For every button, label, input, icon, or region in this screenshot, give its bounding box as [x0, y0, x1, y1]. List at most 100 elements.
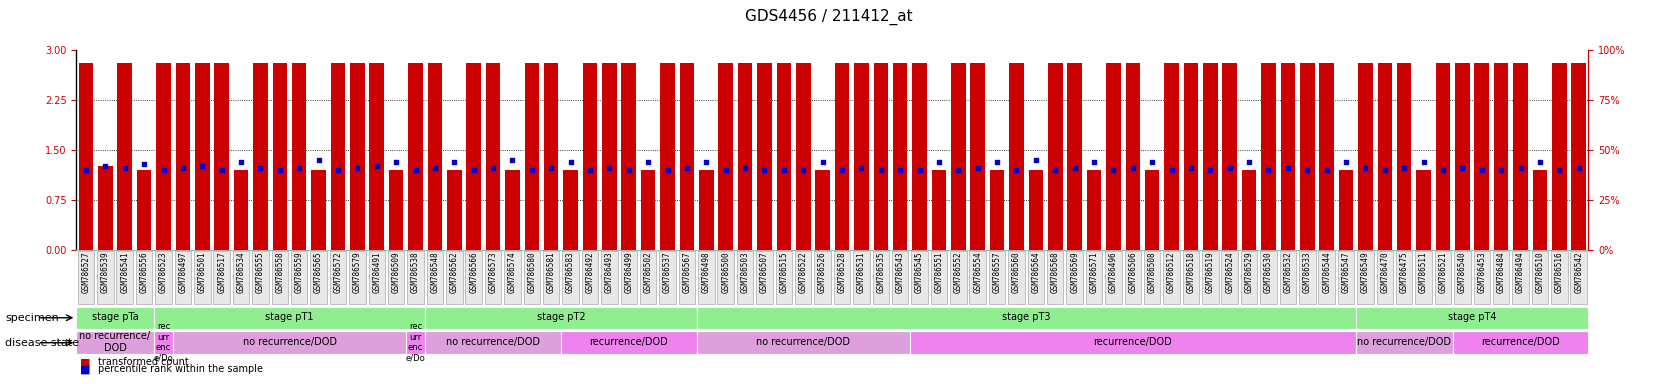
Text: GSM786541: GSM786541 — [121, 251, 129, 293]
FancyBboxPatch shape — [1046, 251, 1062, 304]
Bar — [1067, 63, 1082, 250]
Text: GSM786540: GSM786540 — [1457, 251, 1466, 293]
Bar — [951, 63, 964, 250]
Bar — [989, 170, 1004, 250]
Bar — [370, 63, 384, 250]
Bar — [1085, 170, 1100, 250]
Point — [635, 159, 661, 165]
Bar — [1203, 63, 1216, 250]
Text: GSM786516: GSM786516 — [1554, 251, 1563, 293]
FancyBboxPatch shape — [562, 251, 578, 304]
FancyBboxPatch shape — [853, 251, 870, 304]
Point — [731, 165, 757, 171]
Bar — [699, 170, 713, 250]
FancyBboxPatch shape — [756, 251, 772, 304]
Bar — [176, 63, 191, 250]
Bar — [621, 63, 636, 250]
Bar — [679, 63, 694, 250]
Text: specimen: specimen — [5, 313, 58, 323]
Bar — [1531, 170, 1546, 250]
Point — [615, 167, 641, 173]
Text: GSM786573: GSM786573 — [489, 251, 497, 293]
Point — [1526, 159, 1553, 165]
Text: GSM786519: GSM786519 — [1205, 251, 1215, 293]
Point — [828, 167, 855, 173]
Point — [1022, 157, 1049, 163]
Text: GSM786509: GSM786509 — [391, 251, 401, 293]
FancyBboxPatch shape — [154, 306, 424, 329]
Text: GSM786501: GSM786501 — [197, 251, 207, 293]
Bar — [1377, 63, 1392, 250]
Point — [673, 165, 699, 171]
Bar — [466, 63, 481, 250]
Text: stage pT2: stage pT2 — [537, 312, 585, 322]
FancyBboxPatch shape — [1337, 251, 1354, 304]
Bar — [447, 170, 461, 250]
FancyBboxPatch shape — [136, 251, 152, 304]
Text: GSM786493: GSM786493 — [605, 251, 613, 293]
FancyBboxPatch shape — [1511, 251, 1528, 304]
Text: GSM786532: GSM786532 — [1283, 251, 1291, 293]
Point — [1080, 159, 1107, 165]
Text: GSM786523: GSM786523 — [159, 251, 167, 293]
FancyBboxPatch shape — [1027, 251, 1044, 304]
FancyBboxPatch shape — [350, 251, 366, 304]
FancyBboxPatch shape — [406, 331, 424, 354]
FancyBboxPatch shape — [214, 251, 230, 304]
Point — [1274, 165, 1301, 171]
Point — [1138, 159, 1165, 165]
Bar — [1337, 170, 1352, 250]
Point — [1448, 165, 1475, 171]
Point — [557, 159, 583, 165]
Point — [944, 167, 971, 173]
FancyBboxPatch shape — [1355, 331, 1452, 354]
Bar — [1357, 63, 1372, 250]
FancyBboxPatch shape — [640, 251, 656, 304]
Text: GSM786494: GSM786494 — [1514, 251, 1524, 293]
Bar — [1241, 170, 1256, 250]
Text: GSM786579: GSM786579 — [353, 251, 361, 293]
Text: GSM786566: GSM786566 — [469, 251, 477, 293]
Bar — [389, 170, 403, 250]
FancyBboxPatch shape — [1221, 251, 1238, 304]
Text: GSM786555: GSM786555 — [255, 251, 265, 293]
Bar — [1473, 63, 1488, 250]
Text: GSM786510: GSM786510 — [1534, 251, 1543, 293]
Point — [1332, 159, 1359, 165]
Point — [925, 159, 951, 165]
Text: GSM786554: GSM786554 — [973, 251, 981, 293]
Text: GSM786529: GSM786529 — [1244, 251, 1253, 293]
Text: GSM786508: GSM786508 — [1147, 251, 1157, 293]
Text: GSM786537: GSM786537 — [663, 251, 671, 293]
Text: GSM786569: GSM786569 — [1069, 251, 1079, 293]
Bar — [1009, 63, 1022, 250]
Text: GSM786515: GSM786515 — [779, 251, 787, 293]
Point — [1370, 167, 1397, 173]
Point — [461, 167, 487, 173]
Text: stage pT1: stage pT1 — [265, 312, 313, 322]
Point — [247, 165, 273, 171]
Point — [1216, 165, 1243, 171]
Text: GSM786499: GSM786499 — [625, 251, 633, 293]
Bar — [815, 170, 830, 250]
Text: GSM786559: GSM786559 — [295, 251, 303, 293]
Point — [577, 167, 603, 173]
Text: GSM786500: GSM786500 — [721, 251, 729, 293]
Bar — [757, 63, 771, 250]
Point — [1506, 165, 1533, 171]
Point — [809, 159, 835, 165]
FancyBboxPatch shape — [1279, 251, 1296, 304]
Point — [441, 159, 467, 165]
FancyBboxPatch shape — [484, 251, 500, 304]
Text: GSM786453: GSM786453 — [1476, 251, 1485, 293]
Point — [519, 167, 545, 173]
Bar — [873, 63, 888, 250]
Text: GSM786571: GSM786571 — [1089, 251, 1099, 293]
Text: GSM786556: GSM786556 — [139, 251, 149, 293]
FancyBboxPatch shape — [252, 251, 268, 304]
Point — [383, 159, 409, 165]
Point — [73, 167, 99, 173]
FancyBboxPatch shape — [736, 251, 752, 304]
Bar — [254, 63, 267, 250]
FancyBboxPatch shape — [659, 251, 676, 304]
